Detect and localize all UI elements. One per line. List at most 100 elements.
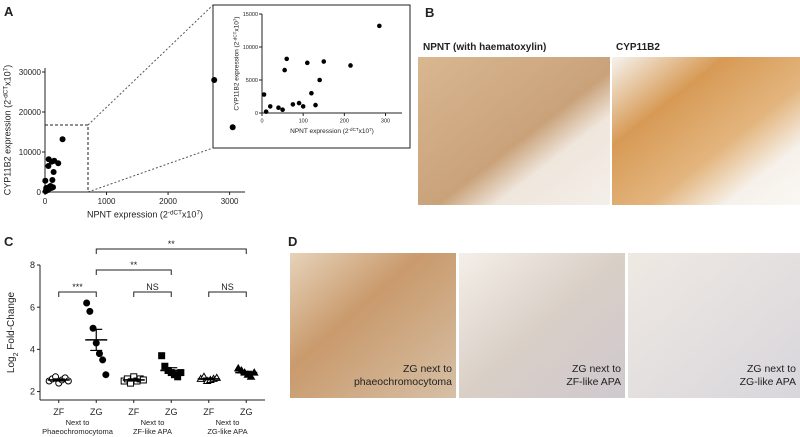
axis-label: CYP11B2 expression (2-dCTx107) <box>2 65 13 195</box>
axis-label: CYP11B2 expression (2-dCTx107) <box>232 16 241 110</box>
point <box>50 184 56 191</box>
point <box>309 90 314 96</box>
point <box>321 59 327 64</box>
x-tick-label: 300 <box>381 119 390 125</box>
point <box>55 160 62 167</box>
panel-letter: A <box>4 4 14 19</box>
x-tick-label: 200 <box>340 119 349 125</box>
x-tick-label: 0 <box>43 197 48 206</box>
axis-label: NPNT expression (2-dCTx107) <box>290 127 374 136</box>
label-part: 7 <box>232 18 237 21</box>
y-tick-label: 30000 <box>19 68 42 77</box>
significance-label: NS <box>146 282 159 292</box>
micrograph <box>459 253 625 398</box>
y-tick-label: 2 <box>30 387 35 397</box>
axis-label: Log2 Fold-Change <box>6 291 20 373</box>
label-part: Fold-Change <box>6 291 17 352</box>
group-label: Next to <box>141 418 165 427</box>
point <box>296 100 302 106</box>
point <box>158 352 166 360</box>
image-label: NPNT (with haematoxylin) <box>423 42 546 53</box>
y-tick-label: 20000 <box>19 108 42 117</box>
micrograph <box>418 57 610 205</box>
image-label: ZF-like APA <box>566 376 621 388</box>
image-label: ZG next to <box>747 363 796 375</box>
point <box>304 60 310 66</box>
significance-label: ** <box>130 260 138 270</box>
point <box>267 104 273 109</box>
x-tick-label: ZF <box>128 407 139 417</box>
y-tick-label: 4 <box>30 345 35 355</box>
label-part: x10 <box>359 128 370 135</box>
zoom-line <box>87 4 214 126</box>
image-label: ZG next to <box>572 363 621 375</box>
y-tick-label: 8 <box>30 260 35 270</box>
image-label: phaeochromocytoma <box>354 376 452 388</box>
image-label: ZG next to <box>403 363 452 375</box>
micrograph <box>628 253 800 398</box>
point <box>276 105 281 111</box>
point <box>348 63 353 68</box>
y-tick-label: 10000 <box>243 45 258 51</box>
label-part: NPNT expression (2 <box>87 210 168 220</box>
label-part: 7 <box>369 127 372 132</box>
panel-letter: B <box>425 5 434 20</box>
label-part: x10 <box>182 210 197 220</box>
point <box>42 188 49 195</box>
group-label: Phaeochromocytoma <box>42 427 114 436</box>
point <box>95 350 103 358</box>
significance-bracket <box>95 269 172 275</box>
point <box>50 169 57 175</box>
point <box>290 102 296 107</box>
point <box>59 136 66 143</box>
point <box>284 56 290 62</box>
label-part: x10 <box>233 21 240 32</box>
point <box>42 177 49 184</box>
point <box>45 163 52 169</box>
y-tick-label: 10000 <box>19 148 42 157</box>
panel-letter: D <box>288 234 297 249</box>
x-tick-label: ZG <box>90 407 103 417</box>
panel-letter: C <box>4 234 14 249</box>
x-tick-label: 100 <box>299 119 308 125</box>
y-tick-label: 6 <box>30 302 35 312</box>
point <box>313 102 318 108</box>
micrograph <box>612 57 800 205</box>
label-part: 2 <box>13 352 20 356</box>
label-part: -dCT <box>349 127 359 132</box>
label-part: -dCT <box>232 31 237 41</box>
group-label: Next to <box>66 418 90 427</box>
label-part: -dCT <box>168 209 182 216</box>
label-part: ) <box>200 210 203 220</box>
label-part: 7 <box>196 209 200 216</box>
label-part: Log <box>6 356 17 373</box>
significance-bracket <box>133 291 172 297</box>
micrograph <box>290 253 456 398</box>
significance-bracket <box>95 248 247 254</box>
x-tick-label: 2000 <box>159 197 177 206</box>
significance-label: ** <box>168 239 176 249</box>
x-tick-label: 1000 <box>98 197 116 206</box>
point <box>246 372 256 380</box>
point <box>317 77 322 83</box>
point <box>49 177 56 183</box>
point <box>99 356 107 364</box>
point <box>282 67 287 73</box>
point <box>102 371 110 379</box>
label-part: NPNT expression (2 <box>290 128 349 135</box>
x-tick-label: ZG <box>240 407 253 417</box>
point <box>300 104 306 109</box>
point <box>261 92 267 97</box>
significance-bracket <box>208 291 247 297</box>
point <box>177 369 185 377</box>
x-tick-label: ZG <box>165 407 178 417</box>
point <box>86 307 94 315</box>
point <box>229 124 236 131</box>
y-tick-label: 5000 <box>246 78 258 84</box>
label-part: CYP11B2 expression (2 <box>3 100 13 195</box>
label-part: -dCT <box>2 86 9 100</box>
point <box>280 107 285 112</box>
point <box>64 377 72 385</box>
x-tick-label: 0 <box>260 119 263 125</box>
